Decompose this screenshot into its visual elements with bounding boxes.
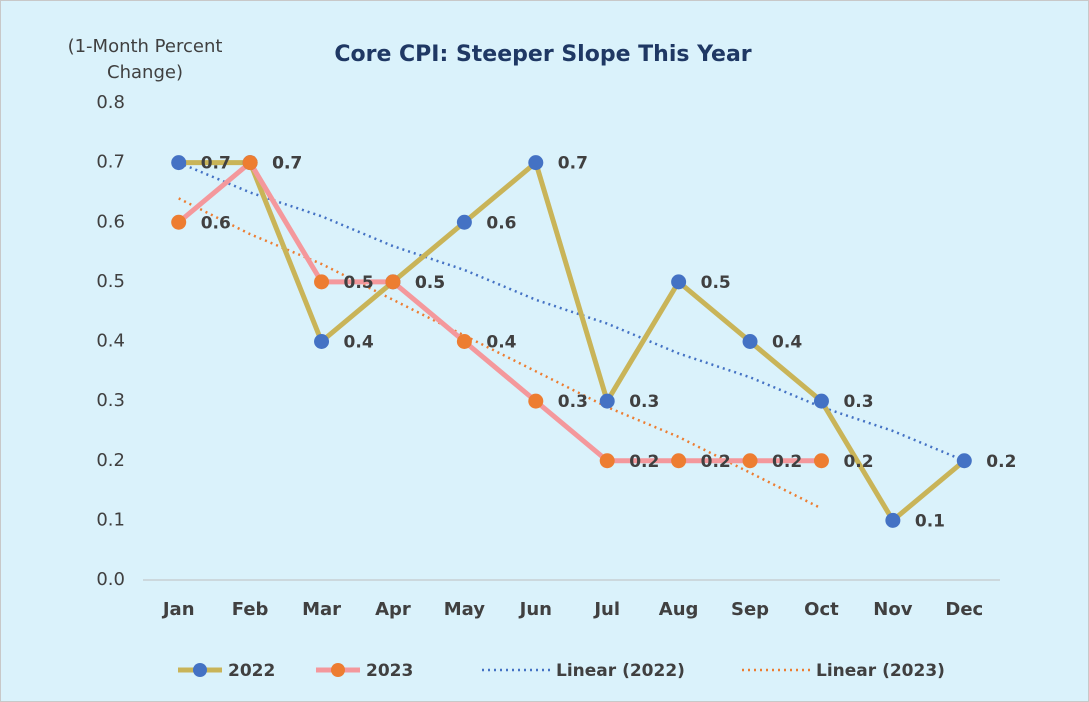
legend-marker <box>331 663 345 677</box>
marker <box>813 453 829 469</box>
data-label: 0.7 <box>272 154 302 174</box>
data-label: 0.4 <box>344 333 374 353</box>
y-tick-label: 0.3 <box>96 390 125 411</box>
y-tick-label: 0.7 <box>96 152 125 173</box>
x-tick-label: Jan <box>161 599 195 620</box>
marker <box>314 274 330 290</box>
x-tick-label: Apr <box>375 599 411 620</box>
marker <box>599 453 615 469</box>
x-tick-label: Feb <box>232 599 269 620</box>
y-tick-label: 0.1 <box>96 509 125 530</box>
x-tick-label: Jun <box>518 599 552 620</box>
data-label: 0.3 <box>843 392 873 412</box>
data-label: 0.7 <box>201 154 231 174</box>
marker <box>171 214 187 230</box>
data-label: 0.3 <box>629 392 659 412</box>
marker <box>813 393 829 409</box>
y-tick-label: 0.8 <box>96 92 125 113</box>
data-label: 0.3 <box>558 392 588 412</box>
legend-marker <box>193 663 207 677</box>
marker <box>885 512 901 528</box>
data-label: 0.1 <box>915 511 945 531</box>
data-label: 0.5 <box>701 273 731 293</box>
y-tick-label: 0.5 <box>96 271 125 292</box>
marker <box>314 334 330 349</box>
y-tick-label: 0.4 <box>96 331 125 352</box>
legend-label: 2023 <box>366 661 413 681</box>
data-label: 0.7 <box>272 154 302 174</box>
data-label: 0.2 <box>629 452 659 472</box>
marker <box>456 334 472 349</box>
marker <box>528 393 544 409</box>
y-tick-label: 0.6 <box>96 211 125 232</box>
x-tick-label: Sep <box>731 599 769 620</box>
data-label: 0.2 <box>986 452 1016 472</box>
x-tick-label: Oct <box>804 599 839 620</box>
trend-line <box>178 161 965 462</box>
marker <box>671 274 687 290</box>
data-label: 0.4 <box>486 333 516 353</box>
marker <box>671 453 687 469</box>
marker <box>956 453 972 469</box>
marker <box>171 155 187 171</box>
legend-label: 2022 <box>228 661 275 681</box>
series-line <box>178 160 966 523</box>
marker <box>528 155 544 171</box>
data-label: 0.2 <box>843 452 873 472</box>
data-label: 0.2 <box>772 452 802 472</box>
x-tick-label: Nov <box>873 599 912 620</box>
data-label: 0.6 <box>201 213 231 233</box>
x-tick-label: Jul <box>592 599 620 620</box>
marker <box>456 214 472 230</box>
x-tick-label: May <box>444 599 486 620</box>
data-label: 0.6 <box>486 213 516 233</box>
chart-title: Core CPI: Steeper Slope This Year <box>334 42 751 67</box>
series-line <box>177 160 822 464</box>
y-tick-label: 0.0 <box>96 569 125 590</box>
marker <box>742 453 758 469</box>
x-tick-label: Aug <box>659 599 699 620</box>
legend-label: Linear (2022) <box>556 661 685 681</box>
marker <box>242 155 258 171</box>
marker <box>599 393 615 409</box>
data-label: 0.4 <box>772 333 802 353</box>
y-axis-label: Change) <box>107 62 183 83</box>
marker <box>385 274 401 290</box>
data-label: 0.5 <box>415 273 445 293</box>
data-label: 0.2 <box>701 452 731 472</box>
marker <box>742 334 758 349</box>
y-axis-label: (1-Month Percent <box>68 36 223 57</box>
data-label: 0.5 <box>415 273 445 293</box>
y-tick-label: 0.2 <box>96 450 125 471</box>
x-tick-label: Mar <box>302 599 341 620</box>
data-label: 0.5 <box>344 273 374 293</box>
data-label: 0.7 <box>558 154 588 174</box>
x-tick-label: Dec <box>945 599 983 620</box>
trend-line <box>178 197 823 510</box>
legend-label: Linear (2023) <box>816 661 945 681</box>
